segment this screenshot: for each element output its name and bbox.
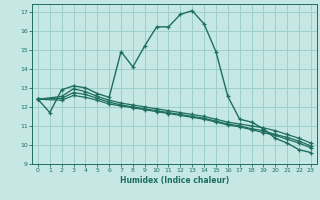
X-axis label: Humidex (Indice chaleur): Humidex (Indice chaleur): [120, 176, 229, 185]
